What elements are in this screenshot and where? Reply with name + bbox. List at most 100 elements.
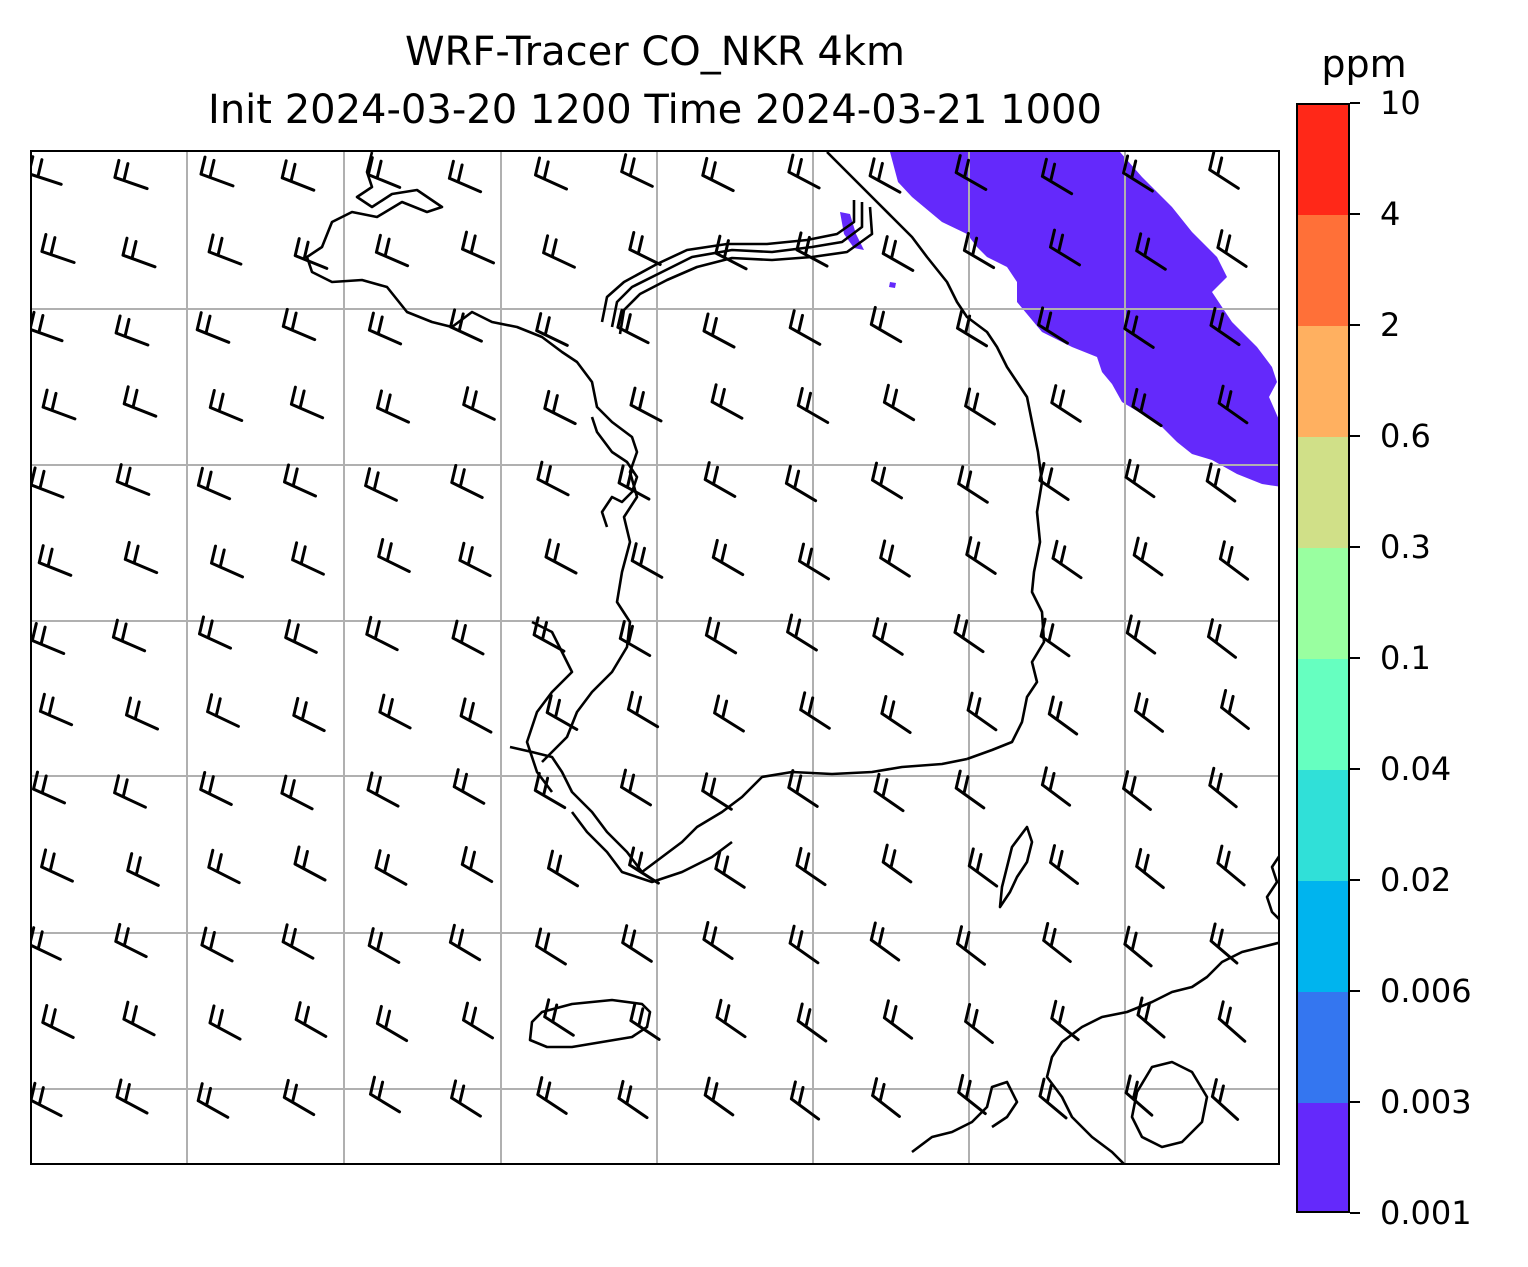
wind-barb [957,1073,987,1116]
wind-barb [32,622,66,655]
chart-title-line2: Init 2024-03-20 1200 Time 2024-03-21 100… [208,87,1102,133]
coastline-south-north [590,416,639,528]
wind-barb [208,1004,242,1041]
wind-barb [798,542,830,581]
tracer-plume-speck [889,282,896,288]
wind-barb [621,924,653,963]
wind-barb [447,159,483,194]
wind-barb [281,307,317,342]
wind-barb [542,234,576,269]
wind-barb [1209,922,1239,965]
wind-barb [714,850,746,889]
wind-barb [1217,384,1249,425]
wind-barb [881,843,913,884]
wind-barb [967,847,999,888]
wind-barb [40,848,74,883]
wind-barb [451,619,485,656]
colorbar-segment [1298,991,1348,1103]
wind-barb [536,1076,568,1115]
colorbar-tick [1350,324,1360,326]
coastline-strait-1 [610,202,864,328]
wind-barb [280,159,316,192]
coastline-islands-west [525,620,574,793]
map-gridlines [32,152,1278,1163]
coastline-west-islands [509,745,968,874]
wind-barb [881,235,915,272]
tracer-plume-speck [840,212,864,250]
wind-barb [879,539,911,578]
wind-barb [1122,154,1154,193]
wind-barb [1037,306,1069,345]
wind-barb [545,694,579,731]
wind-barb [704,616,738,655]
wind-barb [871,1077,901,1118]
wind-barb [283,463,317,498]
wind-barb [872,617,904,656]
wind-barb [1131,387,1163,428]
wind-barb [966,691,998,732]
wind-barb [1049,844,1079,885]
wind-barb [880,695,912,734]
wind-barb [1135,232,1167,271]
wind-barb [954,769,986,810]
wind-barb [293,845,327,882]
wind-barb [199,771,233,806]
colorbar [1296,103,1350,1213]
wind-barb [462,1001,494,1040]
colorbar-tick [1350,657,1360,659]
wind-barb [799,691,831,730]
wind-barb [616,308,650,345]
wind-barb [462,386,496,421]
wind-barb [953,613,985,654]
coastline-strait-2 [618,206,874,335]
wind-barb [292,696,326,733]
wind-barb [459,697,493,734]
wind-barb [788,309,822,346]
wind-barb [113,774,147,809]
wind-barb [964,1003,994,1044]
wind-barb [378,693,412,730]
wind-barb [1123,925,1153,968]
wind-barb [701,156,735,193]
wind-barb [869,921,901,962]
colorbar-tick [1350,768,1360,770]
wind-barb [280,774,314,811]
wind-barb [1122,770,1152,811]
map-panel[interactable] [30,150,1280,1165]
colorbar-segment [1298,214,1348,326]
wind-barb [122,1000,156,1037]
wind-barb [1040,157,1074,196]
wind-barb [32,310,64,343]
wind-barb [532,616,566,653]
colorbar-tick-label: 2 [1380,306,1401,344]
coastline-islands-south [570,811,733,884]
wind-barb [1050,384,1082,423]
wind-barb [293,237,329,270]
wind-barb [365,615,399,652]
wind-barb [1209,306,1241,347]
colorbar-segment [1298,105,1348,215]
wind-barb [206,693,240,728]
colorbar-segment [1298,1102,1348,1211]
wind-barb [957,465,989,504]
colorbar-segment [1298,880,1348,992]
wind-barb [1208,766,1238,809]
wind-barb [1132,536,1164,577]
wind-barb [199,155,235,188]
wind-barb [789,1080,821,1121]
wind-barb [196,466,232,501]
wind-barb [366,771,400,808]
wind-barb [376,389,410,424]
wind-barb [1038,462,1070,501]
wind-barb [962,231,996,270]
wind-barb [40,233,76,264]
wind-barb [711,538,745,577]
wind-barb [367,927,401,964]
wind-barb [1124,1074,1154,1117]
jeju-island [528,998,652,1049]
wind-barb [1051,539,1083,580]
wind-barb [868,157,902,194]
wind-barb [32,155,63,186]
colorbar-tick-label: 0.6 [1380,417,1431,455]
wind-barb [32,926,62,961]
